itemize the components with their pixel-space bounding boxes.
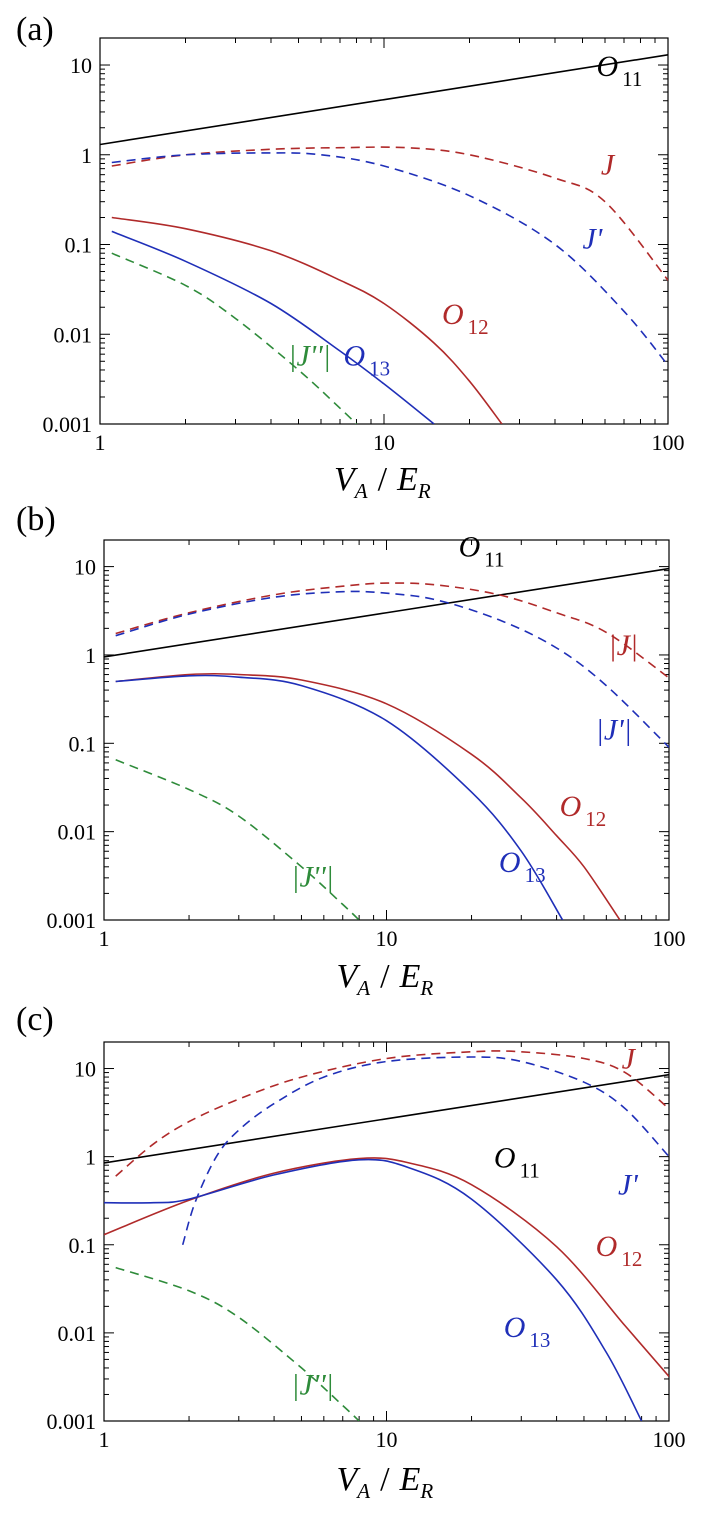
y-tick-label: 0.001 (47, 1409, 97, 1434)
series-j-dashed-line (115, 759, 360, 920)
x-axis-label: VA / ER (334, 461, 431, 503)
series-o13-line (115, 674, 564, 920)
x-axis-label: VA / ER (337, 958, 434, 1000)
y-tick-label: 0.01 (54, 322, 93, 347)
annotation-j: |J| (608, 629, 638, 662)
series-o12-line (111, 216, 503, 424)
plot-frame (103, 539, 670, 921)
series-o13-line (111, 230, 435, 424)
x-axis-label: VA / ER (337, 1461, 434, 1503)
annotation-j: |J''| (291, 860, 334, 893)
series-j-dashed-line (115, 582, 669, 679)
panel-1: (a) 1 10 100 0.001 0.01 0.1 1 10 VA / ER O 11 J J' O 12 O 1… (16, 11, 685, 503)
annotation-o13: O 13 (343, 339, 390, 380)
x-tick-label: 100 (652, 430, 685, 455)
x-tick-label: 100 (653, 1427, 686, 1452)
annotation-j: |J''| (288, 339, 331, 372)
x-tick-label: 10 (376, 926, 398, 951)
series-j-dashed-line (111, 252, 358, 424)
panel-2: (b) 1 10 100 0.001 0.01 0.1 1 10 VA / ER O 11 |J| |J'| O… (16, 501, 686, 1000)
panel-label: (a) (16, 11, 54, 48)
y-tick-label: 0.001 (43, 412, 93, 437)
annotation-j: |J'| (596, 714, 632, 747)
annotation-j: J' (618, 1169, 638, 1202)
y-tick-label: 0.01 (58, 820, 97, 845)
series-o11-line (104, 567, 669, 658)
series-j-dashed-line (115, 1050, 669, 1177)
y-tick-label: 0.001 (47, 908, 97, 933)
y-tick-label: 10 (74, 555, 96, 580)
series-j-dashed-line (111, 152, 668, 366)
y-tick-label: 0.1 (65, 233, 93, 258)
x-tick-label: 100 (653, 926, 686, 951)
annotation-o13: O 13 (504, 1311, 551, 1352)
annotation-o12: O 12 (596, 1230, 643, 1271)
x-tick-label: 1 (99, 1427, 110, 1452)
annotation-o12: O 12 (442, 298, 489, 339)
series-j-dashed-line (111, 146, 668, 281)
y-tick-label: 0.1 (69, 1233, 97, 1258)
y-tick-label: 0.01 (58, 1321, 97, 1346)
panel-label: (b) (16, 501, 56, 538)
y-tick-label: 0.1 (69, 731, 97, 756)
y-tick-label: 1 (81, 143, 92, 168)
panel-3: (c) 1 10 100 0.001 0.01 0.1 1 10 VA / ER O 11 J J' O 12 O 1… (16, 1001, 686, 1503)
panel-label: (c) (16, 1001, 54, 1038)
x-tick-label: 10 (373, 430, 395, 455)
y-tick-label: 1 (85, 1145, 96, 1170)
series-j-dashed-line (115, 1266, 360, 1421)
annotation-j: J' (583, 223, 603, 256)
annotation-o11: O 11 (494, 1142, 540, 1183)
annotation-j: |J''| (291, 1368, 334, 1401)
series-j-dashed-line (181, 1056, 669, 1246)
series-o11-line (100, 54, 668, 146)
y-tick-label: 10 (70, 53, 92, 78)
annotation-o11: O 11 (459, 531, 505, 572)
series-o11-line (104, 1073, 669, 1164)
annotation-o11: O 11 (596, 50, 642, 91)
x-tick-label: 1 (95, 430, 106, 455)
annotation-o13: O 13 (499, 846, 546, 887)
series-o12-line (104, 1157, 669, 1378)
x-tick-label: 1 (99, 926, 110, 951)
plot-frame (103, 1041, 670, 1422)
x-tick-label: 10 (376, 1427, 398, 1452)
y-tick-label: 1 (85, 643, 96, 668)
annotation-o12: O 12 (560, 790, 607, 831)
annotation-j: J (622, 1043, 637, 1076)
annotation-j: J (601, 149, 616, 182)
series-o12-line (115, 672, 621, 920)
series-o13-line (104, 1158, 643, 1421)
y-tick-label: 10 (74, 1057, 96, 1082)
